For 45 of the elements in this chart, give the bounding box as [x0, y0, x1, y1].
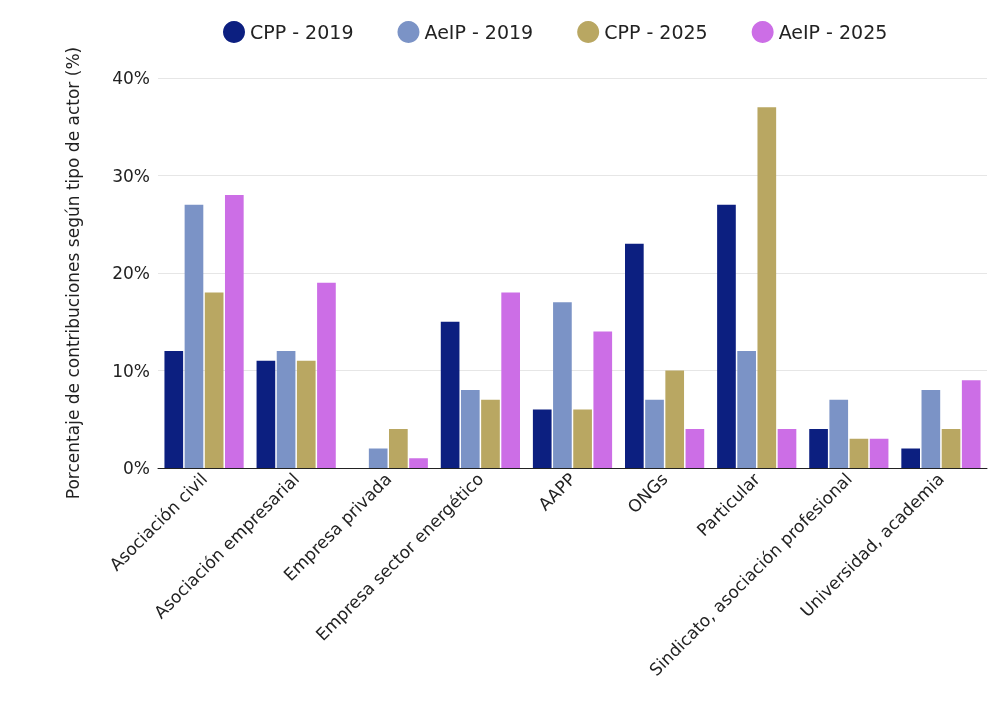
bar — [665, 370, 685, 468]
y-tick-label: 20% — [112, 263, 150, 283]
bar — [777, 429, 797, 468]
bar — [573, 409, 592, 468]
bar — [757, 107, 777, 468]
bar — [645, 399, 664, 468]
legend-label: CPP - 2019 — [250, 21, 354, 43]
y-tick-label: 0% — [123, 458, 150, 478]
legend-label: CPP - 2025 — [604, 21, 708, 43]
bar — [460, 390, 480, 468]
bar — [164, 351, 184, 468]
bar — [901, 448, 921, 468]
bar — [869, 438, 889, 468]
bar — [224, 195, 244, 468]
bar — [829, 399, 849, 468]
y-axis-title: Porcentaje de contribuciones según tipo de actor (%) — [63, 46, 83, 500]
legend-label: AeIP - 2019 — [424, 21, 534, 43]
bar — [809, 429, 828, 468]
bar — [296, 360, 316, 468]
bar — [481, 399, 500, 468]
bar — [717, 204, 736, 468]
bar — [961, 380, 981, 468]
bar — [389, 429, 408, 468]
y-tick-label: 30% — [112, 165, 150, 186]
bar — [737, 351, 756, 468]
bar — [184, 204, 204, 468]
bar — [501, 292, 520, 468]
y-tick-label: 40% — [112, 68, 150, 88]
legend-label: AeIP - 2025 — [778, 21, 888, 43]
bar — [553, 302, 572, 468]
bar — [593, 331, 613, 468]
bar — [204, 292, 224, 468]
bar — [317, 282, 336, 468]
bar — [921, 390, 941, 468]
bar — [941, 429, 961, 468]
bar — [368, 448, 388, 468]
bar — [409, 458, 428, 468]
bar — [625, 243, 644, 468]
y-tick-label: 10% — [112, 360, 150, 381]
bar — [440, 321, 460, 468]
bar — [685, 429, 705, 468]
bar — [532, 409, 552, 468]
bar — [276, 351, 296, 468]
bar — [256, 360, 276, 468]
bar — [849, 438, 869, 468]
